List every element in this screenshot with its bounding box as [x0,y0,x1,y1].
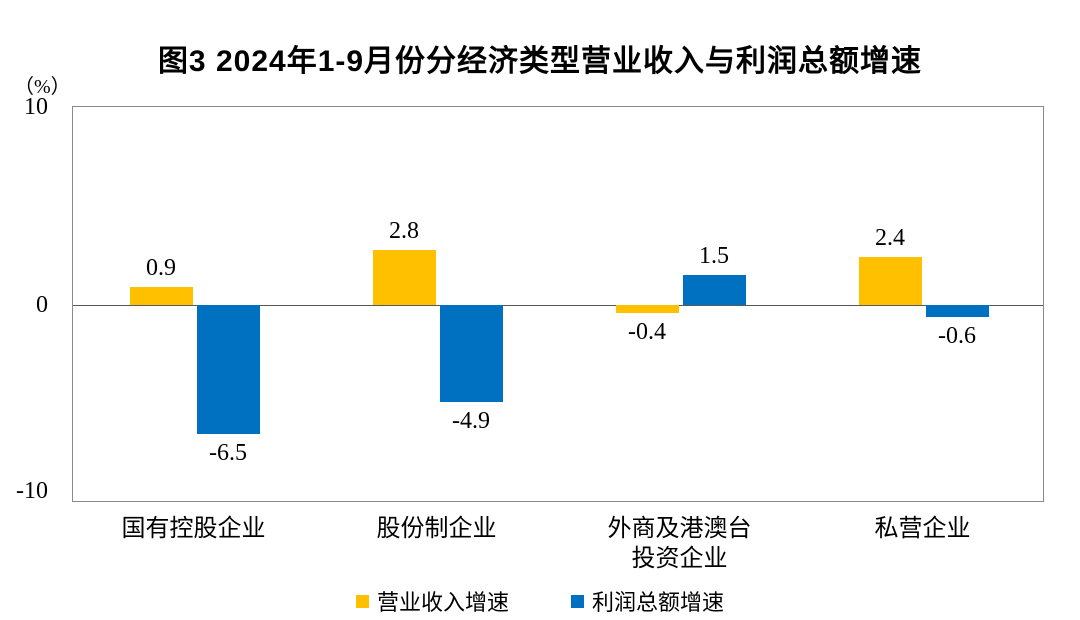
legend-label-profit: 利润总额增速 [592,590,725,615]
data-label-revenue-1: 2.8 [389,217,419,244]
data-label-profit-3: -0.6 [938,322,976,349]
x-axis-label-joint-stock: 股份制企业 [376,516,497,542]
x-axis-label-foreign-hkmt: 外商及港澳台 投资企业 [607,516,752,572]
legend-swatch-revenue-icon [355,594,369,608]
data-label-profit-2: 1.5 [699,243,729,270]
x-axis-label-state-owned: 国有控股企业 [121,516,266,542]
bar-profit-1 [439,305,503,403]
chart-title: 图3 2024年1-9月份分经济类型营业收入与利润总额增速 [157,45,923,78]
bar-revenue-0 [129,287,193,305]
zero-axis-line [73,305,1043,306]
y-axis-tick-0: 0 [36,292,48,318]
bar-profit-0 [196,305,260,434]
legend-swatch-profit-icon [571,594,584,608]
bar-profit-2 [682,275,746,305]
bar-profit-3 [925,305,989,317]
x-axis-label-private: 私营企业 [874,516,971,542]
plot-area: 0.9 2.8 -0.4 2.4 -6.5 -4.9 1.5 -0.6 [72,106,1044,502]
y-axis-tick-10: 10 [24,94,48,120]
data-label-revenue-3: 2.4 [875,225,905,252]
legend: 营业收入增速 利润总额增速 [0,585,1080,617]
data-label-revenue-2: -0.4 [628,318,666,345]
legend-label-revenue: 营业收入增速 [376,590,509,615]
y-axis-tick-neg10: -10 [16,478,48,504]
y-axis-unit-label: （%） [14,76,71,98]
data-label-revenue-0: 0.9 [146,255,176,282]
data-label-profit-1: -4.9 [452,408,490,435]
data-label-profit-0: -6.5 [209,439,247,466]
bar-revenue-1 [372,249,436,305]
bar-revenue-3 [858,257,922,305]
legend-item-profit: 利润总额增速 [571,585,724,617]
bar-revenue-2 [615,305,679,313]
legend-item-revenue: 营业收入增速 [355,585,509,617]
x-axis-labels: 国有控股企业 股份制企业 外商及港澳台 投资企业 私营企业 [72,514,1044,574]
